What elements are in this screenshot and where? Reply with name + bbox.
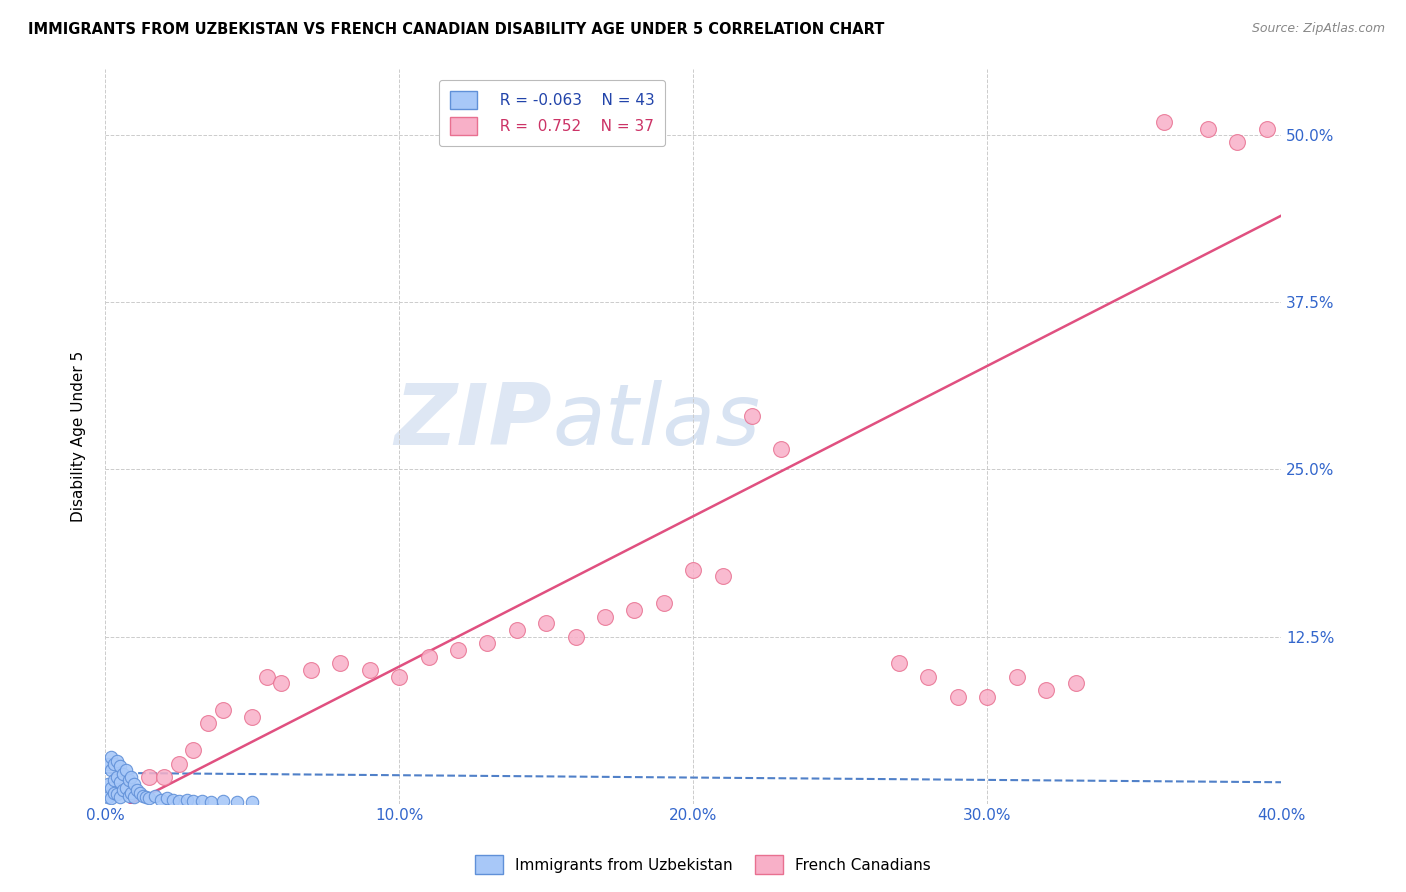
Legend:   R = -0.063    N = 43,   R =  0.752    N = 37: R = -0.063 N = 43, R = 0.752 N = 37 [439,80,665,146]
Point [593,609,616,624]
Point [105,754,128,768]
Point [114,780,136,795]
Point [120,786,142,800]
Point [1197,121,1219,136]
Point [1035,683,1057,698]
Text: ZIP: ZIP [395,380,553,463]
Point [181,794,204,808]
Point [100,780,122,795]
Point [1153,115,1175,129]
Point [97,776,120,790]
Point [97,756,120,771]
Point [1005,670,1028,684]
Point [167,756,190,771]
Point [299,663,322,677]
Point [388,670,411,684]
Point [97,789,120,804]
Point [946,690,969,704]
Point [506,623,529,637]
Point [211,794,233,808]
Point [447,643,470,657]
Point [114,763,136,777]
Point [191,794,214,808]
Point [270,676,292,690]
Point [211,703,233,717]
Point [887,657,910,671]
Point [135,789,157,804]
Point [100,763,122,777]
Point [770,442,793,457]
Y-axis label: Disability Age Under 5: Disability Age Under 5 [72,351,86,522]
Point [100,791,122,805]
Point [564,630,586,644]
Point [240,710,263,724]
Point [124,776,146,790]
Point [103,786,125,800]
Point [477,636,499,650]
Point [1064,676,1087,690]
Point [153,770,176,784]
Point [200,795,222,809]
Point [623,603,645,617]
Point [167,794,190,808]
Point [1256,121,1278,136]
Point [156,791,179,805]
Point [103,772,125,787]
Text: IMMIGRANTS FROM UZBEKISTAN VS FRENCH CANADIAN DISABILITY AGE UNDER 5 CORRELATION: IMMIGRANTS FROM UZBEKISTAN VS FRENCH CAN… [28,22,884,37]
Point [129,786,152,800]
Point [117,789,139,803]
Point [1226,135,1249,149]
Point [162,792,184,806]
Point [111,783,134,797]
Point [117,772,139,787]
Point [143,789,166,803]
Point [105,770,128,784]
Point [108,775,131,789]
Point [226,795,249,809]
Legend: Immigrants from Uzbekistan, French Canadians: Immigrants from Uzbekistan, French Canad… [470,849,936,880]
Point [120,770,142,784]
Point [329,657,352,671]
Point [741,409,763,423]
Point [138,791,160,805]
Point [138,770,160,784]
Point [181,743,204,757]
Point [359,663,381,677]
Point [127,783,149,797]
Point [105,787,128,801]
Point [240,795,263,809]
Point [124,789,146,804]
Point [111,767,134,781]
Point [197,716,219,731]
Point [176,792,198,806]
Point [108,759,131,773]
Point [682,563,704,577]
Point [108,789,131,804]
Point [103,756,125,771]
Point [256,670,278,684]
Point [534,616,557,631]
Point [100,749,122,764]
Point [917,670,939,684]
Text: Source: ZipAtlas.com: Source: ZipAtlas.com [1251,22,1385,36]
Point [711,569,734,583]
Point [976,690,998,704]
Text: atlas: atlas [553,380,761,463]
Point [149,792,172,806]
Point [132,789,155,803]
Point [418,649,440,664]
Point [652,596,675,610]
